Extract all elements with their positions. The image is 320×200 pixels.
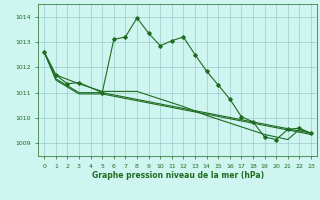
X-axis label: Graphe pression niveau de la mer (hPa): Graphe pression niveau de la mer (hPa)	[92, 171, 264, 180]
